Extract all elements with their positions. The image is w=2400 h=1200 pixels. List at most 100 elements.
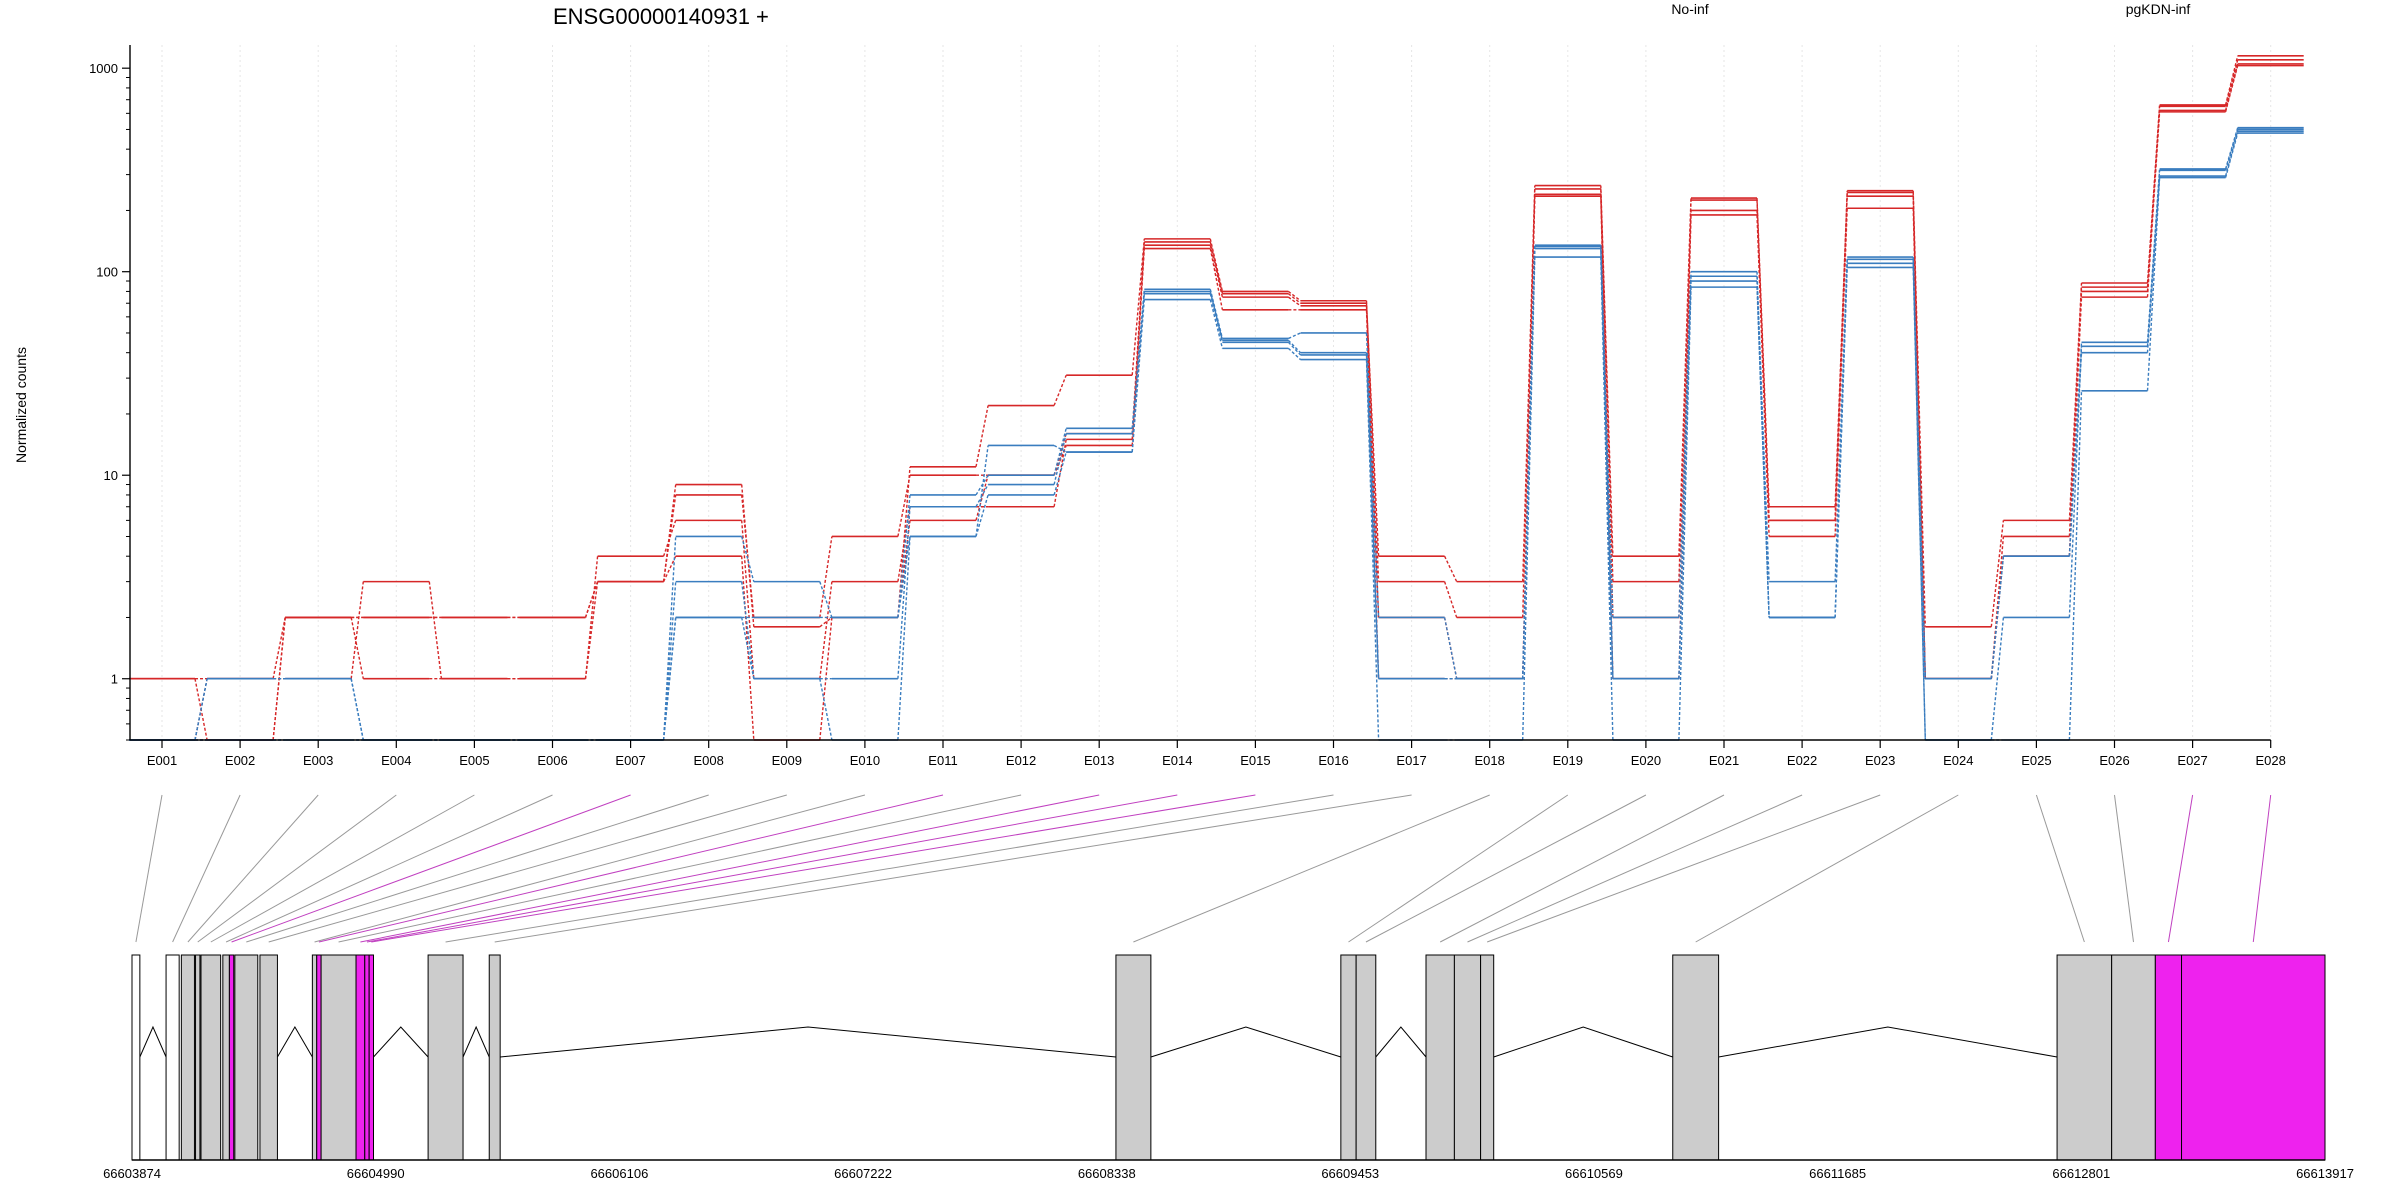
series-join: [2146, 111, 2161, 298]
y-axis: 1 10 100 1000: [89, 45, 131, 741]
x-tick-label: E025: [2021, 753, 2051, 768]
series-join: [584, 581, 599, 618]
series-join: [1522, 257, 1536, 741]
genomic-coordinate-label: 66607222: [834, 1166, 892, 1181]
x-tick-label: E006: [537, 753, 567, 768]
series-join: [1365, 352, 1380, 679]
genomic-coordinate-label: 66604990: [347, 1166, 405, 1181]
legend-no-inf: No-inf: [1671, 1, 1708, 17]
series-join: [1053, 374, 1067, 406]
series-pgkdn-inf-4: [129, 126, 2304, 741]
series-join: [1209, 241, 1224, 294]
exon-connector: [445, 794, 1334, 943]
series-no-inf-3: [129, 64, 2304, 741]
series-no-inf-1: [129, 58, 2304, 741]
series-join: [1131, 291, 1145, 434]
x-tick-label: E018: [1475, 753, 1505, 768]
exon-box-e018: [1115, 954, 1152, 1161]
x-tick-label: E023: [1865, 753, 1895, 768]
y-tick-label: 1000: [89, 61, 118, 76]
series-join: [272, 617, 286, 679]
series-pgkdn-inf-5: [129, 128, 2304, 741]
exon-connector: [135, 794, 163, 943]
y-tick-label: 1: [111, 672, 118, 687]
series-join: [1209, 238, 1224, 292]
series-join: [1600, 257, 1614, 741]
x-tick-label: E009: [772, 753, 802, 768]
series-join: [1990, 556, 2005, 679]
x-tick-label: E013: [1084, 753, 1114, 768]
series-join: [1209, 245, 1224, 298]
exon-box-e015: [368, 954, 375, 1161]
series-join: [741, 581, 755, 679]
genomic-coordinate-axis: 66603874 66604990 66606106 66607222 66608338…: [103, 1159, 2354, 1181]
series-join: [1443, 581, 1458, 618]
x-axis: E001 E002 E003 E004 E005 E006 E007 E008 E009 E010…: [130, 739, 2286, 768]
series-join: [1131, 299, 1145, 453]
series-join: [662, 617, 677, 741]
series-join: [1209, 293, 1224, 343]
series-join: [662, 494, 677, 582]
series-join: [350, 678, 364, 741]
series-join: [194, 678, 208, 741]
exon-connector: [2252, 794, 2272, 943]
exon-connector: [314, 794, 866, 943]
series-pgkdn-inf-7: [129, 132, 2304, 741]
series-no-inf-2: [129, 63, 2304, 680]
exon-box-e021: [1425, 954, 1455, 1161]
x-tick-label: E019: [1553, 753, 1583, 768]
series-join: [2068, 287, 2083, 537]
x-tick-label: E004: [381, 753, 411, 768]
intron-line: [500, 1026, 1116, 1058]
chart-title: ENSG00000140931 +: [553, 4, 769, 29]
series-join: [819, 616, 833, 628]
exon-box-e002: [165, 954, 180, 1161]
series-join: [1287, 296, 1301, 307]
series-join: [1209, 299, 1224, 349]
intron-line: [373, 1026, 429, 1058]
x-tick-label: E021: [1709, 753, 1739, 768]
intron-line: [1375, 1026, 1427, 1058]
exon-connector: [2114, 794, 2134, 943]
series-no-inf-0: [129, 55, 2304, 741]
exon-box-e022: [1453, 954, 1482, 1161]
x-tick-label: E002: [225, 753, 255, 768]
series-join: [2068, 352, 2083, 557]
series-lines: [129, 55, 2304, 741]
genomic-coordinate-label: 66603874: [103, 1166, 161, 1181]
exon-box-e003: [180, 954, 195, 1161]
series-join: [1756, 287, 1770, 618]
series-join: [662, 520, 677, 557]
series-join: [1678, 271, 1692, 618]
series-join: [1131, 238, 1145, 376]
series-join: [1053, 444, 1067, 453]
series-join: [741, 494, 755, 618]
exon-box-e009: [259, 954, 278, 1161]
exon-connector: [366, 794, 1178, 943]
series-join: [1053, 433, 1067, 485]
series-join: [1912, 267, 1926, 741]
series-join: [819, 581, 833, 679]
series-join: [1287, 339, 1302, 354]
series-join: [975, 475, 989, 521]
x-tick-label: E015: [1240, 753, 1270, 768]
series-join: [1834, 259, 1848, 618]
exon-box-e008: [234, 954, 259, 1161]
series-join: [1288, 332, 1301, 340]
exon-connector: [231, 794, 631, 943]
genomic-coordinate-label: 66610569: [1565, 1166, 1623, 1181]
y-axis-label: Normalized counts: [13, 347, 29, 463]
exon-connector: [225, 794, 553, 943]
exon-connector: [2035, 794, 2085, 943]
series-join: [1287, 290, 1301, 302]
series-join: [1990, 617, 2005, 741]
exon-box-e028: [2181, 954, 2326, 1161]
series-join: [428, 581, 443, 679]
exon-box-e014: [364, 954, 370, 1161]
x-tick-label: E010: [850, 753, 880, 768]
exon-box-e023: [1480, 954, 1495, 1161]
series-join: [1756, 214, 1770, 537]
x-tick-label: E020: [1631, 753, 1661, 768]
genomic-coordinate-label: 66606106: [590, 1166, 648, 1181]
